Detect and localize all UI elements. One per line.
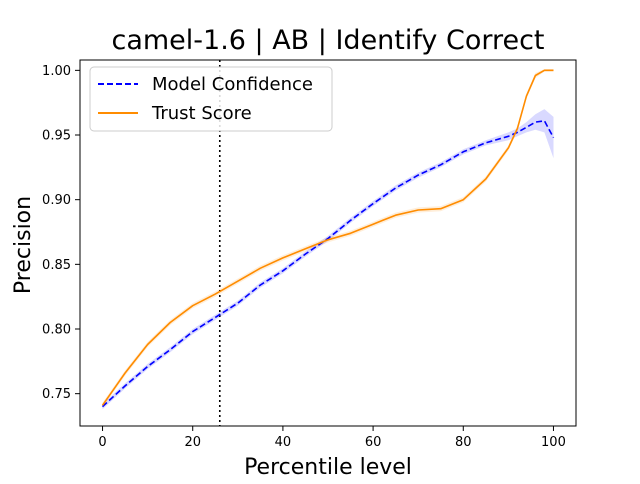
x-tick-label: 100: [541, 435, 566, 450]
legend: Model Confidence Trust Score: [89, 66, 333, 132]
y-axis-label: Precision: [11, 196, 36, 294]
series-line-model-confidence: [101, 120, 555, 408]
x-tick-label: 0: [98, 435, 106, 450]
y-tick-label: 0.75: [42, 387, 71, 402]
x-tick-label: 20: [184, 435, 201, 450]
confidence-band-model-confidence: [102, 109, 554, 410]
series-lines: [101, 69, 555, 408]
axes-frame: [79, 59, 577, 427]
y-tick-label: 0.90: [42, 193, 71, 208]
y-tick-label: 1.00: [42, 64, 71, 79]
series-line-trust-score: [101, 69, 554, 406]
y-tick-label: 0.95: [42, 129, 71, 144]
legend-label-trust-score: Trust Score: [151, 103, 252, 124]
y-tick-label: 0.85: [42, 258, 71, 273]
x-axis-ticks: 0 20 40 60 80 100: [98, 426, 566, 450]
legend-label-model-confidence: Model Confidence: [152, 74, 313, 95]
x-tick-label: 80: [455, 435, 472, 450]
legend-box: [89, 66, 333, 132]
y-tick-label: 0.80: [42, 323, 71, 338]
x-tick-label: 40: [275, 435, 292, 450]
chart-title: camel-1.6 | AB | Identify Correct: [111, 25, 544, 56]
y-axis-ticks: 0.75 0.80 0.85 0.90 0.95 1.00: [42, 64, 80, 402]
x-axis-label: Percentile level: [244, 455, 412, 480]
x-tick-label: 60: [365, 435, 382, 450]
